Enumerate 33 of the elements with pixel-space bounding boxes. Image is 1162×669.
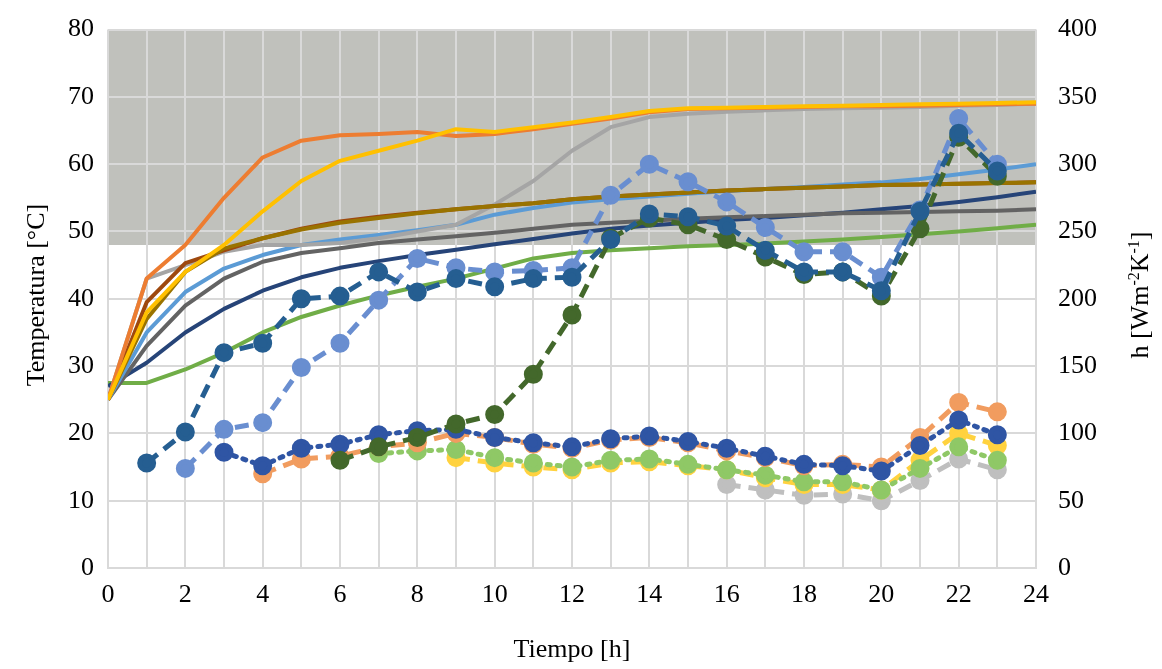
x-tick-label: 6 (333, 579, 347, 609)
x-tick-label: 10 (481, 579, 508, 609)
y-axis-title: Temperatura [°C] (21, 203, 51, 387)
y-tick-label: 10 (68, 484, 94, 514)
y2-tick-label: 250 (1058, 215, 1097, 245)
y-tick-label: 60 (68, 148, 94, 178)
x-axis-title: Tiempo [h] (513, 634, 631, 664)
y-tick-label: 80 (68, 13, 94, 43)
y2-tick-label: 150 (1058, 349, 1097, 379)
y2-tick-label: 400 (1058, 13, 1097, 43)
x-tick-label: 2 (178, 579, 192, 609)
x-tick-label: 4 (256, 579, 270, 609)
y-tick-label: 40 (68, 282, 94, 312)
y2-tick-label: 200 (1058, 282, 1097, 312)
y2-tick-label: 300 (1058, 148, 1097, 178)
y-tick-label: 30 (68, 349, 94, 379)
y-tick-label: 70 (68, 80, 94, 110)
y-tick-label: 0 (81, 551, 94, 581)
x-tick-label: 24 (1023, 579, 1049, 609)
x-tick-label: 0 (101, 579, 115, 609)
x-tick-label: 20 (868, 579, 895, 609)
y-tick-label: 50 (68, 215, 94, 245)
y2-tick-label: 350 (1058, 80, 1097, 110)
x-tick-label: 8 (410, 579, 424, 609)
x-tick-label: 12 (559, 579, 585, 609)
y-tick-label: 20 (68, 417, 94, 447)
y2-tick-label: 0 (1058, 551, 1071, 581)
y2-tick-label: 50 (1058, 484, 1084, 514)
x-tick-label: 18 (791, 579, 817, 609)
y2-tick-label: 100 (1058, 417, 1097, 447)
x-tick-label: 16 (713, 579, 740, 609)
x-tick-label: 22 (945, 579, 972, 609)
x-tick-label: 14 (636, 579, 663, 609)
